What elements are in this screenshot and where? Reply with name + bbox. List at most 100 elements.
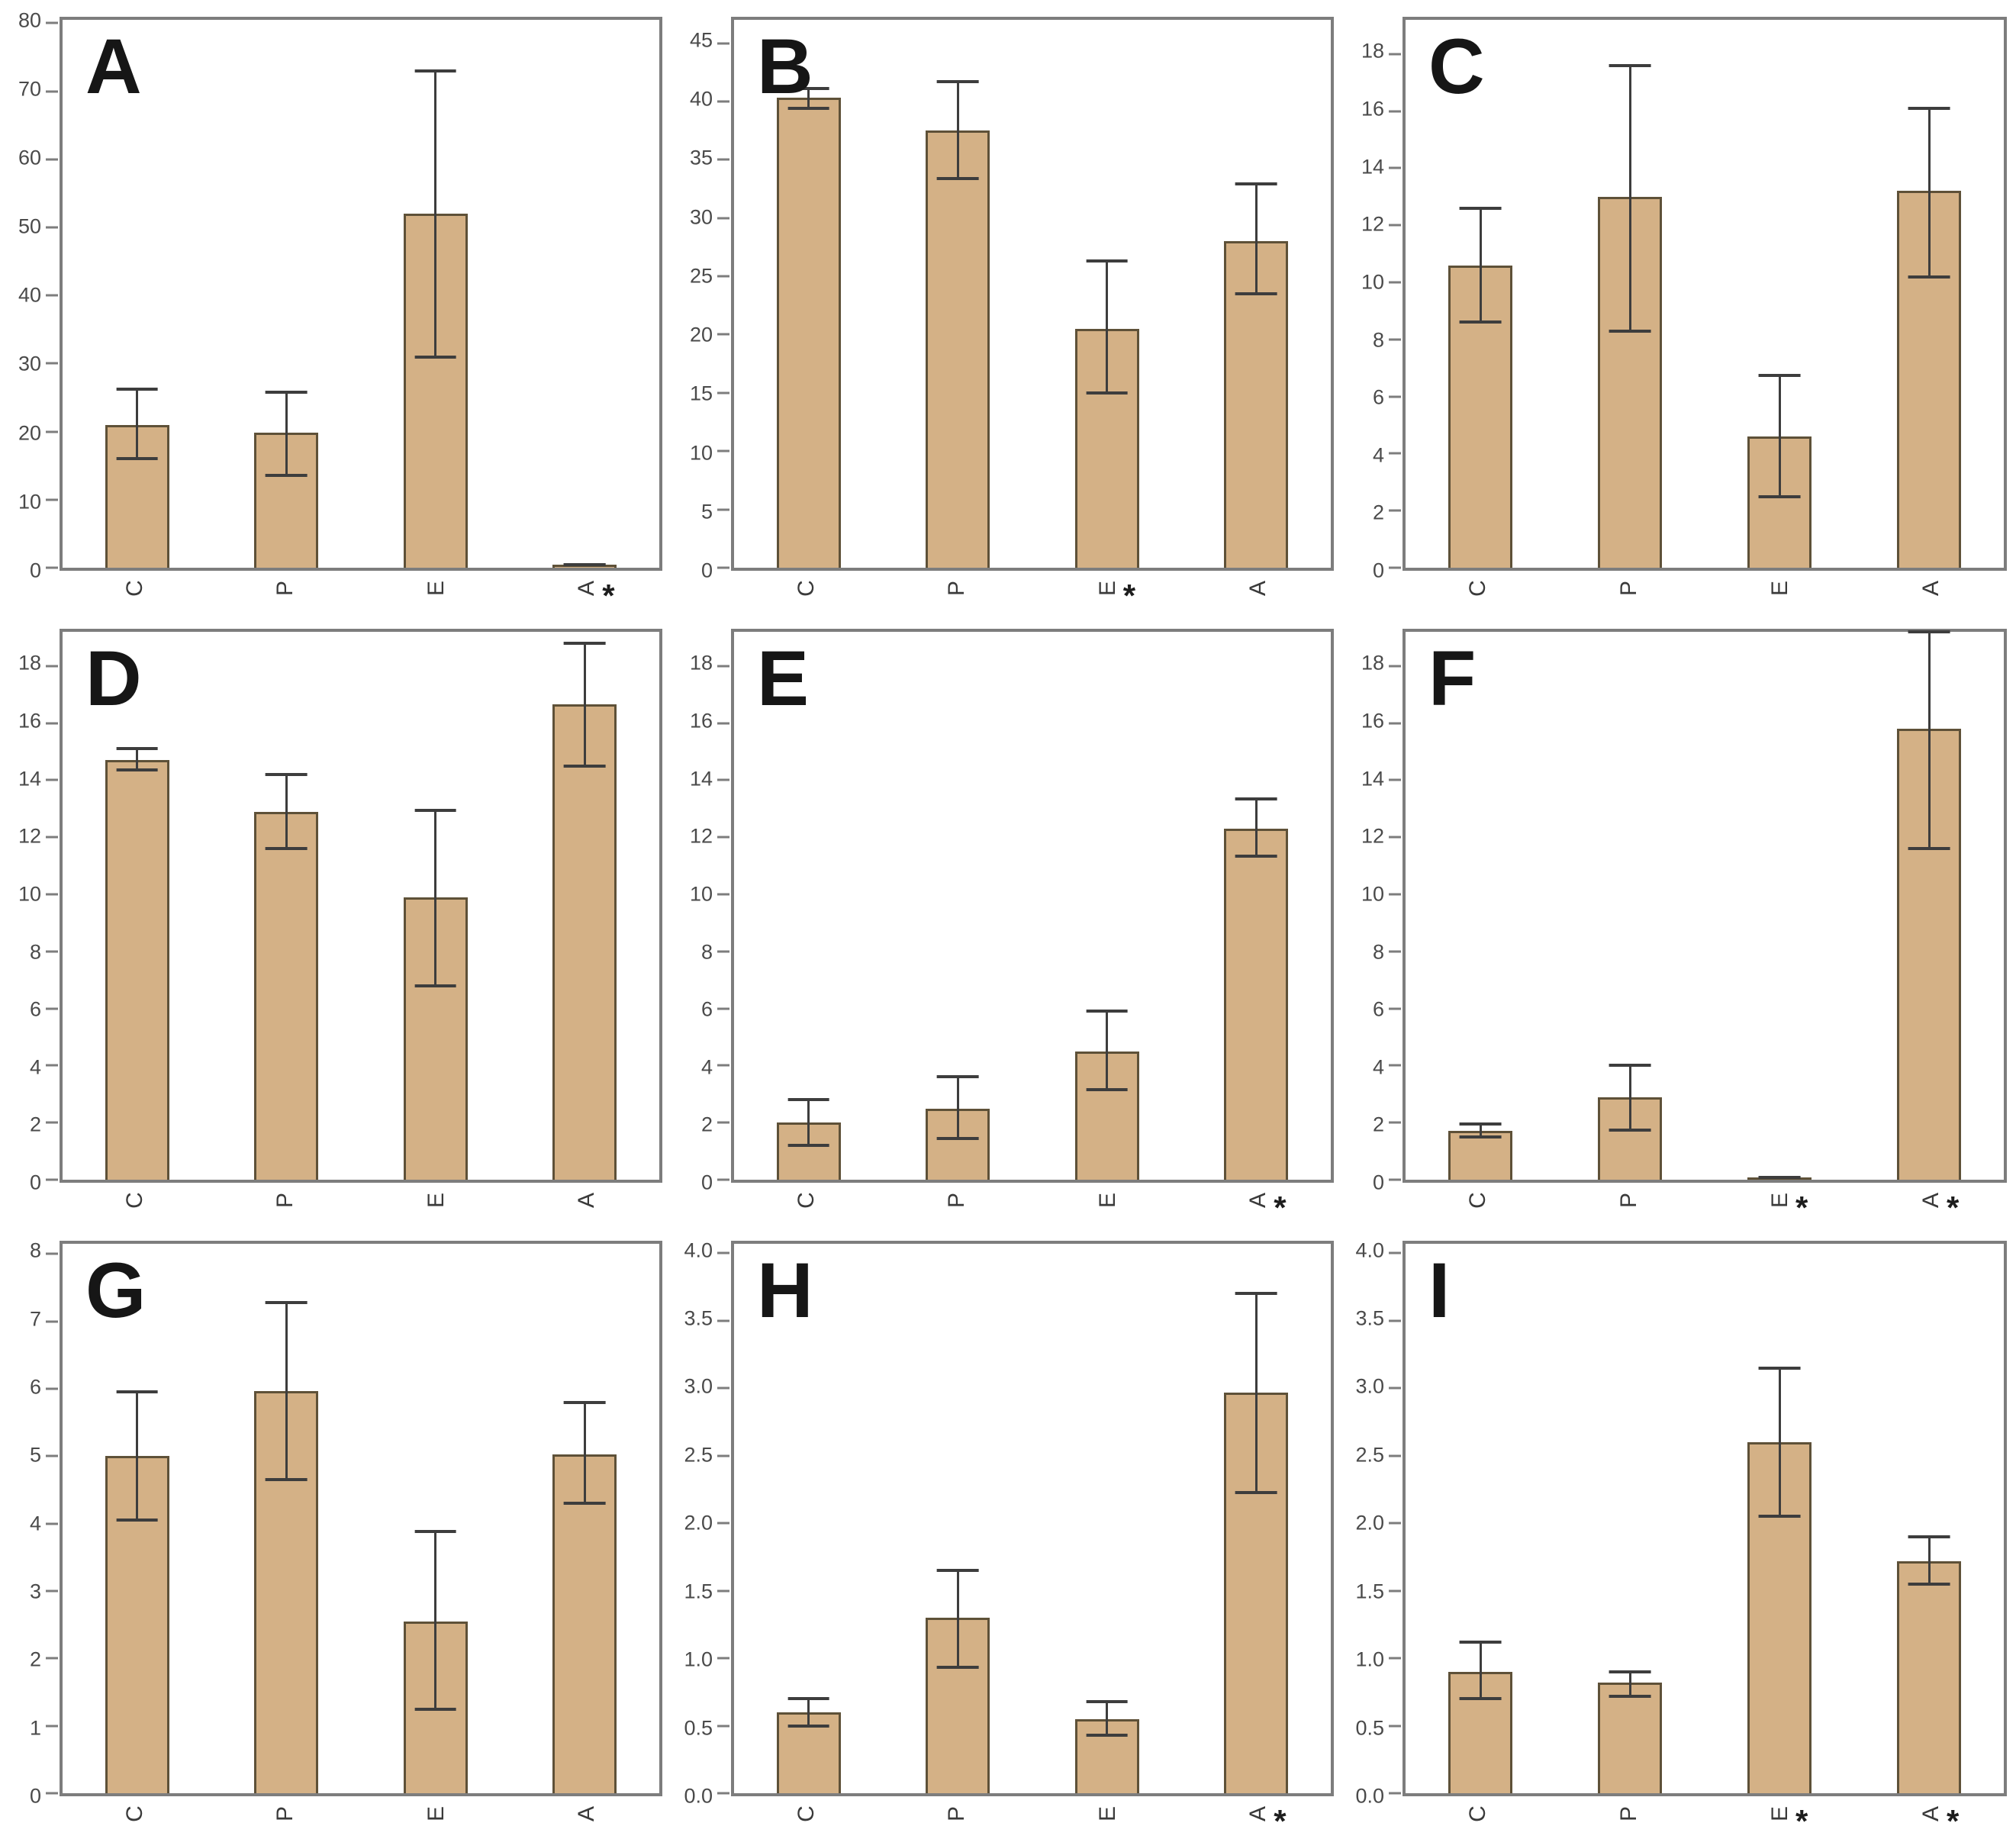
error-bar-line — [956, 81, 959, 179]
x-tick-label: P — [1616, 580, 1641, 597]
y-tick-label: 3.0 — [684, 1374, 713, 1398]
y-tick-mark — [1389, 1121, 1401, 1124]
y-axis-tick-labels: 0.0 0.5 1.0 1.5 2.0 2.5 3.0 3.5 4.0 — [671, 1238, 713, 1807]
error-bar-line — [285, 1302, 288, 1480]
y-tick-mark — [717, 722, 729, 725]
x-axis-tick-labels: C P E A * — [731, 1799, 1334, 1837]
significance-asterisk: * — [1947, 1803, 1960, 1839]
error-bar-cap — [1758, 373, 1801, 377]
error-bar-line — [1254, 1293, 1258, 1493]
x-axis-tick-labels: C P E A * — [731, 1186, 1334, 1224]
x-tick-label: A — [1245, 1805, 1271, 1822]
y-tick-mark — [1389, 1522, 1401, 1525]
error-bar-cap — [1459, 206, 1502, 210]
significance-asterisk: * — [1795, 1190, 1808, 1225]
error-bar-cap — [1235, 854, 1277, 858]
x-tick-label: E — [1094, 1805, 1120, 1822]
y-tick-mark — [717, 275, 729, 278]
y-tick-mark — [717, 778, 729, 781]
y-tick-mark — [46, 294, 58, 297]
y-tick-mark — [46, 1252, 58, 1255]
y-tick-mark — [1389, 1725, 1401, 1728]
y-tick-mark — [1389, 53, 1401, 56]
x-tick-label: C — [121, 1192, 147, 1209]
y-tick-label: 7 — [29, 1307, 41, 1331]
error-bar-line — [1628, 1065, 1631, 1130]
y-tick-label: 2 — [29, 1113, 41, 1136]
chart-panel: 0.0 0.5 1.0 1.5 2.0 2.5 3.0 3.5 4.0 I C P E * A * — [1343, 1224, 2016, 1837]
bar-e — [1747, 436, 1812, 568]
y-tick-label: 18 — [1361, 39, 1384, 63]
y-tick-mark — [717, 217, 729, 220]
error-bar-line — [1254, 798, 1258, 856]
y-tick-label: 70 — [18, 77, 41, 101]
plot-area: I — [1389, 1241, 2007, 1796]
y-tick-label: 10 — [18, 882, 41, 906]
y-tick-label: 0.5 — [1355, 1716, 1384, 1740]
y-tick-label: 10 — [689, 882, 713, 906]
error-bar-cap — [265, 473, 308, 477]
y-tick-label: 50 — [18, 214, 41, 238]
y-tick-mark — [1389, 1386, 1401, 1390]
error-bar-cap — [1086, 1010, 1129, 1013]
error-bar-cap — [1908, 1582, 1950, 1586]
y-tick-mark — [46, 1121, 58, 1124]
x-tick-label: C — [121, 580, 147, 597]
x-tick-label: A — [574, 1192, 600, 1209]
y-tick-mark — [1389, 110, 1401, 113]
y-tick-mark — [1389, 1064, 1401, 1067]
y-tick-label: 40 — [689, 87, 713, 111]
x-tick-label: E — [1094, 580, 1120, 597]
y-tick-label: 14 — [18, 767, 41, 791]
y-tick-mark — [1389, 281, 1401, 284]
y-tick-label: 80 — [18, 8, 41, 31]
y-tick-mark — [1389, 665, 1401, 668]
error-bar-line — [1778, 1367, 1781, 1517]
y-tick-label: 0 — [29, 1171, 41, 1194]
y-tick-mark — [1389, 778, 1401, 781]
error-bar-cap — [1908, 1535, 1950, 1538]
y-tick-label: 14 — [1361, 767, 1384, 791]
y-tick-label: 4 — [700, 1055, 713, 1079]
y-tick-mark — [717, 1064, 729, 1067]
error-bar-cap — [1235, 292, 1277, 295]
x-tick-label: A — [574, 1805, 600, 1822]
error-bar-cap — [787, 107, 830, 111]
error-bar-line — [1628, 1671, 1631, 1696]
y-tick-label: 16 — [18, 709, 41, 733]
error-bar-cap — [563, 1400, 606, 1404]
x-tick-label: P — [272, 580, 298, 597]
x-axis-tick-labels: C P E * A * — [1403, 1186, 2007, 1224]
y-tick-label: 2 — [700, 1113, 713, 1136]
error-bar-cap — [116, 457, 159, 461]
y-tick-mark — [717, 391, 729, 395]
y-tick-label: 4 — [29, 1055, 41, 1079]
plot-area: B — [717, 17, 1334, 571]
y-tick-mark — [46, 893, 58, 896]
y-tick-mark — [46, 836, 58, 839]
y-tick-mark — [46, 1007, 58, 1010]
y-tick-label: 6 — [1372, 385, 1384, 409]
y-tick-label: 0 — [1372, 559, 1384, 582]
y-tick-label: 6 — [29, 997, 41, 1021]
y-tick-label: 0 — [29, 559, 41, 582]
plot-area: E — [717, 629, 1334, 1183]
y-tick-label: 1.0 — [684, 1647, 713, 1671]
y-tick-label: 4.0 — [1355, 1238, 1384, 1262]
y-tick-label: 40 — [18, 283, 41, 307]
error-bar-line — [1927, 1536, 1931, 1584]
error-bar-cap — [787, 87, 830, 91]
y-tick-mark — [1389, 893, 1401, 896]
y-tick-mark — [46, 1387, 58, 1390]
error-bar-cap — [1758, 494, 1801, 498]
panel-letter: F — [1428, 635, 1477, 722]
y-tick-label: 2.5 — [684, 1443, 713, 1467]
error-bar-cap — [414, 355, 457, 359]
y-tick-label: 8 — [29, 940, 41, 963]
error-bar-line — [1778, 375, 1781, 497]
error-bar-cap — [563, 1502, 606, 1506]
x-tick-label: P — [1616, 1805, 1641, 1822]
error-bar-cap — [414, 808, 457, 812]
error-bar-cap — [116, 1390, 159, 1394]
y-tick-mark — [1389, 566, 1401, 569]
